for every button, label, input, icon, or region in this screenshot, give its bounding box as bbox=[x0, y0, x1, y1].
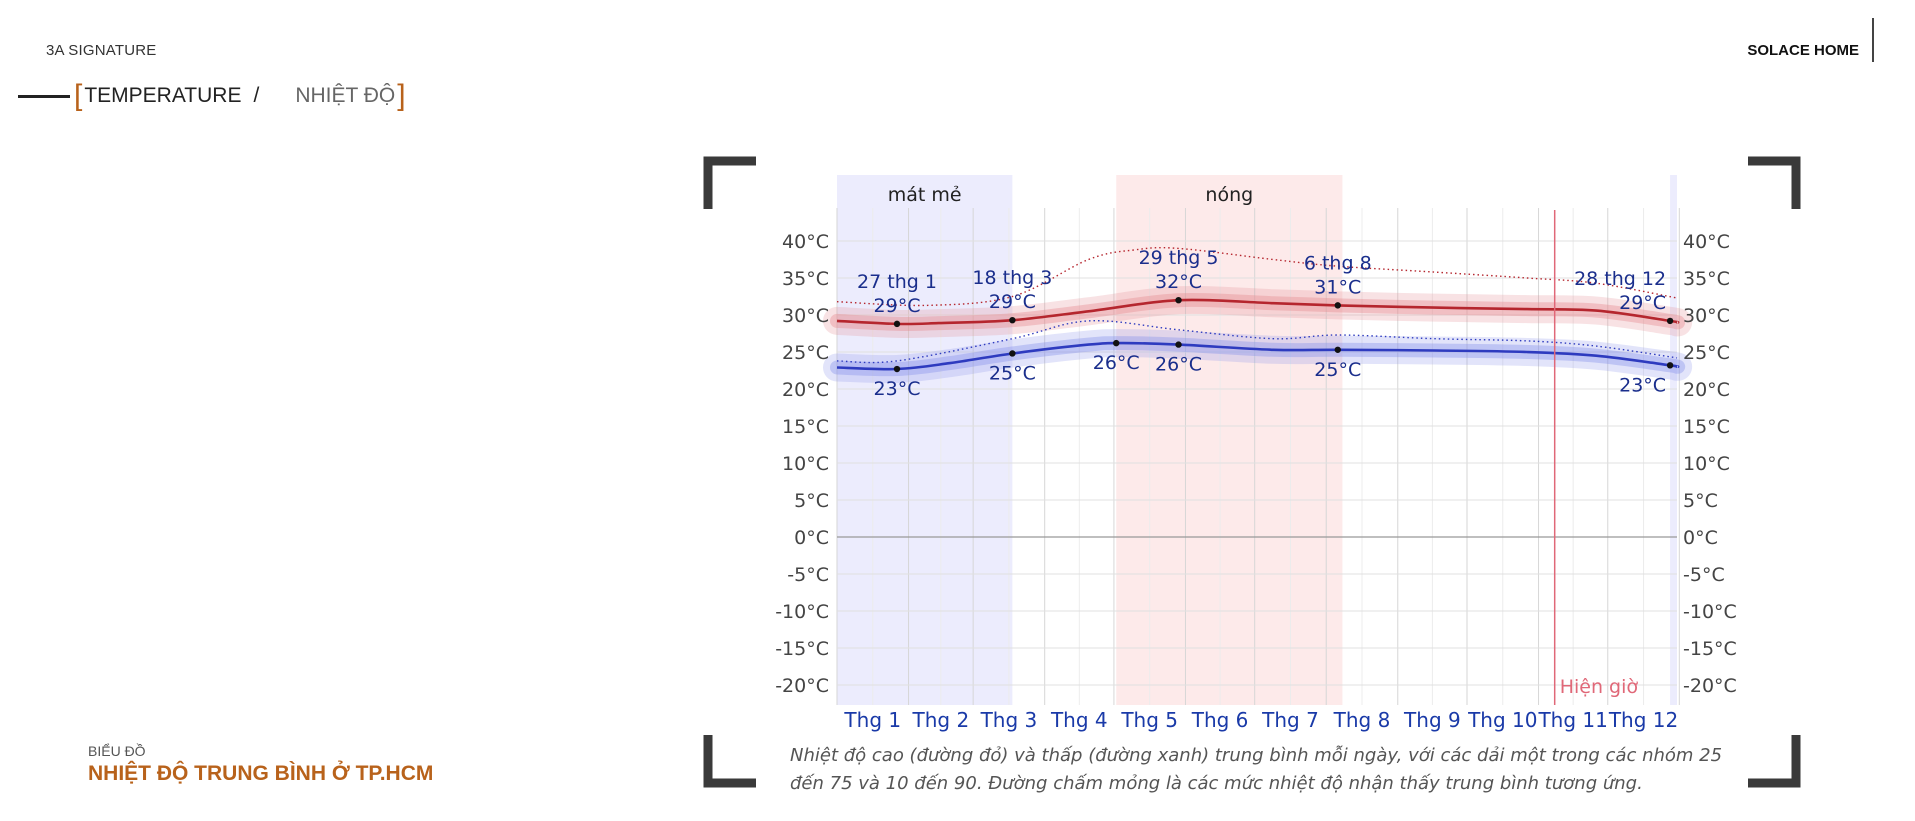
y-tick-label-left: -10°C bbox=[775, 601, 829, 623]
close-bracket-icon: ] bbox=[397, 79, 406, 112]
annotation-high: 29°C bbox=[989, 291, 1036, 313]
brand-left: 3A SIGNATURE bbox=[46, 42, 157, 59]
section-title: [ TEMPERATURE / NHIỆT ĐỘ ] bbox=[18, 78, 406, 114]
corner-bracket-2 bbox=[1748, 156, 1801, 209]
month-label: Thg 10 bbox=[1467, 708, 1537, 732]
season-band-2 bbox=[1116, 175, 1343, 705]
chart-caption: Nhiệt độ cao (đường đỏ) và thấp (đường x… bbox=[790, 742, 1723, 798]
series-line-low bbox=[836, 341, 1680, 371]
annotation-high: 32°C bbox=[1155, 271, 1202, 293]
y-tick-label-left: 5°C bbox=[794, 490, 829, 512]
annotation-high: 29°C bbox=[874, 295, 921, 317]
y-tick-label-left: 20°C bbox=[782, 379, 829, 401]
corner-frame bbox=[703, 156, 1801, 788]
annotation-low: 25°C bbox=[989, 362, 1036, 384]
y-tick-label-left: 0°C bbox=[794, 527, 829, 549]
month-label: Thg 2 bbox=[912, 708, 970, 732]
title-rule bbox=[18, 94, 70, 98]
y-tick-label-right: -20°C bbox=[1683, 675, 1737, 697]
corner-bracket-4 bbox=[1748, 735, 1801, 788]
month-label: Thg 6 bbox=[1191, 708, 1249, 732]
high-point bbox=[1009, 316, 1016, 324]
annotation-date: 6 thg 8 bbox=[1304, 252, 1372, 274]
season-band-3 bbox=[1670, 175, 1677, 705]
feels-like-line-low_feels bbox=[836, 320, 1678, 364]
annotation-high: 31°C bbox=[1314, 276, 1361, 298]
corner-bracket-1 bbox=[703, 156, 756, 209]
month-label: Thg 12 bbox=[1608, 708, 1678, 732]
y-tick-label-left: 25°C bbox=[782, 342, 829, 364]
month-label: Thg 3 bbox=[980, 708, 1038, 732]
corner-bracket-3 bbox=[703, 735, 756, 788]
annotation-low: 23°C bbox=[874, 378, 921, 400]
annotation-low: 26°C bbox=[1093, 352, 1140, 374]
y-tick-label-left: 10°C bbox=[782, 453, 829, 475]
annotation-date: 28 thg 12 bbox=[1574, 268, 1666, 290]
y-tick-label-right: 15°C bbox=[1683, 416, 1730, 438]
brand-right-link[interactable]: SOLACE HOME bbox=[1747, 42, 1859, 59]
annotation-low: 23°C bbox=[1619, 374, 1666, 396]
annotation-low: 25°C bbox=[1314, 359, 1361, 381]
y-tick-label-left: -15°C bbox=[775, 638, 829, 660]
high-point bbox=[1175, 297, 1182, 304]
caption-line-1: Nhiệt độ cao (đường đỏ) và thấp (đường x… bbox=[790, 745, 1723, 766]
low-point bbox=[893, 365, 901, 373]
y-tick-label-left: -5°C bbox=[787, 564, 829, 586]
high-point bbox=[1666, 317, 1674, 325]
month-label: Thg 11 bbox=[1537, 708, 1607, 732]
y-tick-label-right: -10°C bbox=[1683, 601, 1737, 623]
season-label: mát mẻ bbox=[888, 184, 962, 206]
high-point bbox=[893, 320, 901, 328]
now-marker-label: Hiện giờ bbox=[1560, 676, 1639, 698]
y-tick-label-right: -15°C bbox=[1683, 638, 1737, 660]
month-label: Thg 1 bbox=[843, 708, 901, 732]
annotation-date: 29 thg 5 bbox=[1139, 247, 1219, 269]
y-tick-label-right: 25°C bbox=[1683, 342, 1730, 364]
y-tick-label-right: 10°C bbox=[1683, 453, 1730, 475]
annotation-date: 27 thg 1 bbox=[857, 271, 937, 293]
y-tick-label-left: 35°C bbox=[782, 268, 829, 290]
chart-grid bbox=[836, 208, 1680, 705]
y-tick-label-right: 35°C bbox=[1683, 268, 1730, 290]
open-bracket-icon: [ bbox=[74, 79, 83, 112]
month-label: Thg 8 bbox=[1333, 708, 1391, 732]
low-point bbox=[1175, 341, 1182, 348]
annotation-high: 29°C bbox=[1619, 292, 1666, 314]
footer-label: BIỂU ĐỒ bbox=[88, 743, 146, 759]
month-label: Thg 4 bbox=[1050, 708, 1108, 732]
series-line-high bbox=[836, 298, 1680, 326]
y-tick-label-right: 40°C bbox=[1683, 231, 1730, 253]
header-divider bbox=[1872, 18, 1874, 62]
caption-line-2: đến 75 và 10 đến 90. Đường chấm mỏng là … bbox=[790, 773, 1643, 794]
y-tick-label-right: 20°C bbox=[1683, 379, 1730, 401]
y-tick-label-right: 30°C bbox=[1683, 305, 1730, 327]
y-tick-label-right: -5°C bbox=[1683, 564, 1725, 586]
title-vietnamese: NHIỆT ĐỘ bbox=[295, 84, 396, 107]
month-label: Thg 7 bbox=[1261, 708, 1319, 732]
y-tick-label-left: -20°C bbox=[775, 675, 829, 697]
y-tick-label-right: 0°C bbox=[1683, 527, 1718, 549]
y-tick-label-left: 40°C bbox=[782, 231, 829, 253]
month-label: Thg 9 bbox=[1403, 708, 1461, 732]
y-tick-label-left: 15°C bbox=[782, 416, 829, 438]
month-label: Thg 5 bbox=[1120, 708, 1178, 732]
annotation-date: 18 thg 3 bbox=[972, 267, 1052, 289]
title-separator: / bbox=[253, 84, 260, 107]
season-band-1 bbox=[837, 175, 1013, 705]
low-point bbox=[1009, 350, 1016, 357]
low-point bbox=[1334, 346, 1341, 353]
annotation-low: 26°C bbox=[1155, 354, 1202, 376]
season-label: nóng bbox=[1205, 184, 1253, 206]
title-english: TEMPERATURE bbox=[84, 84, 242, 107]
low-point bbox=[1113, 339, 1120, 347]
low-point bbox=[1666, 362, 1674, 369]
y-tick-label-right: 5°C bbox=[1683, 490, 1718, 512]
high-point bbox=[1334, 302, 1341, 309]
footer-title: NHIỆT ĐỘ TRUNG BÌNH Ở TP.HCM bbox=[88, 762, 434, 785]
y-tick-label-left: 30°C bbox=[782, 305, 829, 327]
